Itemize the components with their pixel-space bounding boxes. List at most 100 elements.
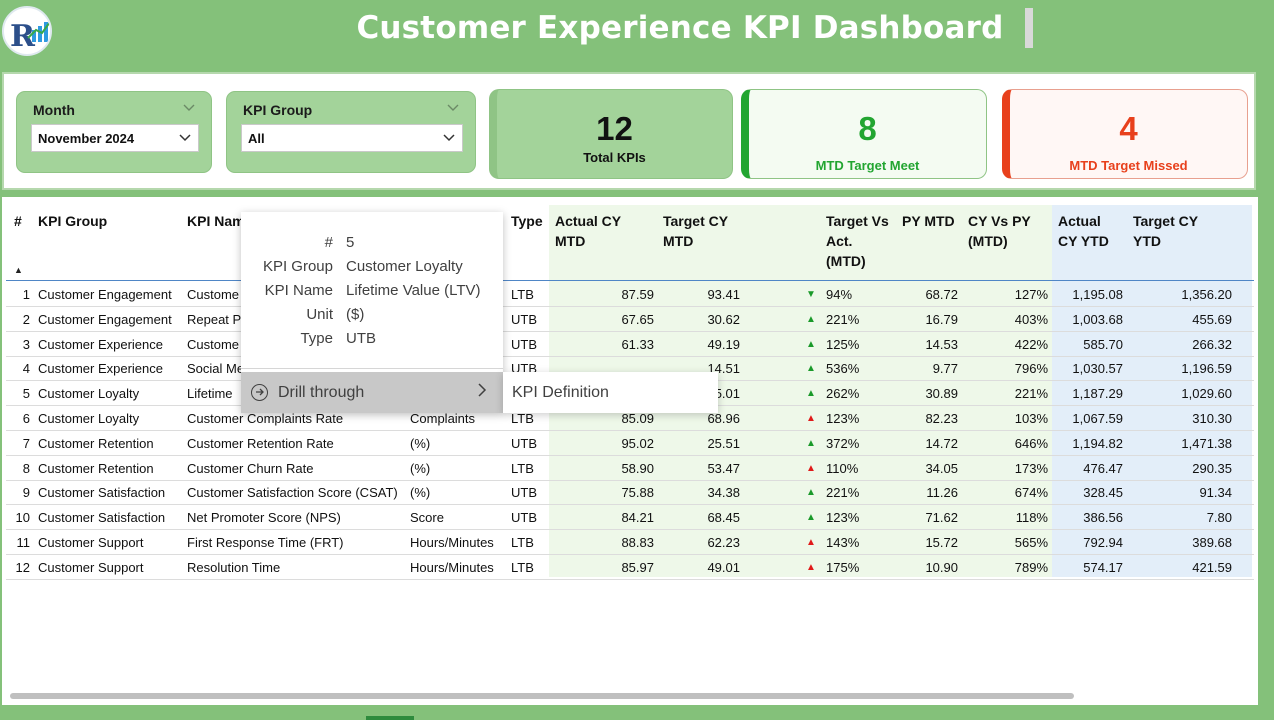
cell-name: Resolution Time [187, 559, 281, 575]
table-row[interactable]: 3 Customer Experience Custome UTB 61.33 49.19… [6, 332, 1254, 357]
cell-group: Customer Satisfaction [38, 510, 166, 526]
cell-type: UTB [511, 435, 537, 451]
mtd-target-meet-value: 8 [858, 110, 877, 147]
header-line: Target Vs [826, 213, 889, 229]
header-line: Actual CY [555, 213, 622, 229]
cell-type: UTB [511, 485, 537, 501]
cell-type: UTB [511, 510, 537, 526]
cell-n: 1 [22, 287, 30, 302]
cell-group: Customer Experience [38, 361, 163, 377]
column-header-cy-vs-py[interactable]: CY Vs PY (MTD) [968, 211, 1031, 251]
cell-target: 68.96 [707, 411, 740, 426]
month-slicer-label: Month [33, 102, 75, 118]
column-header-target-cy-ytd[interactable]: Target CY YTD [1133, 211, 1198, 251]
active-page-tab[interactable] [366, 716, 414, 720]
cell-py: 14.53 [925, 336, 958, 352]
header-line: YTD [1133, 233, 1161, 249]
column-header-target-vs-act[interactable]: Target Vs Act. (MTD) [826, 211, 889, 271]
mtd-target-missed-label: MTD Target Missed [1069, 158, 1188, 173]
cell-aytd: 476.47 [1083, 460, 1123, 476]
cell-target: 25.51 [707, 435, 740, 451]
column-header-kpi-name[interactable]: KPI Nam [187, 213, 245, 229]
cell-actual: 61.33 [621, 336, 654, 352]
header-line: (MTD) [826, 253, 866, 269]
column-header-actual-cy-mtd[interactable]: Actual CY MTD [555, 211, 621, 251]
table-row[interactable]: 10 Customer Satisfaction Net Promoter Scor… [6, 505, 1254, 531]
column-header-number[interactable]: # [14, 213, 22, 229]
table-row[interactable]: 2 Customer Engagement Repeat P UTB 67.65 30.6… [6, 307, 1254, 332]
cell-unit: Hours/Minutes [410, 535, 494, 550]
drill-through-menu-item[interactable]: Drill through [241, 372, 503, 413]
cell-py: 15.72 [925, 535, 958, 550]
cell-tytd: 1,029.60 [1181, 386, 1232, 402]
cell-group: Customer Satisfaction [38, 485, 166, 501]
cell-tva: 536% [826, 361, 860, 377]
cell-unit: Complaints [410, 411, 476, 426]
cell-group: Customer Support [38, 535, 144, 550]
cell-tytd: 310.30 [1192, 411, 1232, 426]
cell-type: UTB [511, 336, 537, 352]
cell-tytd: 1,196.59 [1181, 361, 1232, 377]
cell-aytd: 328.45 [1083, 485, 1123, 501]
tooltip-value: Customer Loyalty [346, 258, 463, 275]
chevron-down-icon[interactable] [447, 101, 459, 113]
column-header-actual-cy-ytd[interactable]: Actual CY YTD [1058, 211, 1109, 251]
cell-tytd: 1,356.20 [1181, 287, 1232, 302]
kpi-group-dropdown-value: All [248, 131, 265, 146]
table-row[interactable]: 11 Customer Support First Response Time (F… [6, 530, 1254, 555]
month-dropdown[interactable]: November 2024 [31, 124, 199, 152]
cell-name: Repeat P [187, 311, 242, 327]
cell-cypy: 403% [1014, 311, 1048, 327]
kpi-group-dropdown[interactable]: All [241, 124, 463, 152]
up-arrow-icon: ▲ [806, 512, 816, 524]
cell-tva: 221% [826, 485, 860, 501]
kpi-definition-menu-item[interactable]: KPI Definition [503, 372, 718, 413]
drill-through-label: Drill through [278, 384, 365, 401]
summary-panel: Month November 2024 KPI Group All 12 Tot… [2, 72, 1256, 190]
cell-n: 3 [22, 336, 30, 352]
cell-name: Customer Satisfaction Score (CSAT) [187, 485, 398, 501]
total-kpis-card: 12 Total KPIs [489, 89, 733, 179]
column-header-kpi-group[interactable]: KPI Group [38, 213, 108, 229]
cell-actual: 85.97 [621, 559, 654, 575]
table-row[interactable]: 8 Customer Retention Customer Churn Rate (… [6, 456, 1254, 481]
cell-target: 5.01 [714, 386, 740, 402]
cell-tva: 262% [826, 386, 860, 402]
header-line: (MTD) [968, 233, 1008, 249]
table-row[interactable]: 1 Customer Engagement Custome LTB 87.59 93.41… [6, 282, 1254, 307]
cell-tytd: 455.69 [1192, 311, 1232, 327]
table-row[interactable]: 12 Customer Support Resolution Time Hours/M… [6, 555, 1254, 580]
cell-unit: (%) [410, 485, 431, 501]
cell-cypy: 173% [1014, 460, 1048, 476]
cell-aytd: 1,067.59 [1072, 411, 1123, 426]
mtd-target-missed-value: 4 [1119, 110, 1138, 147]
cell-unit: Hours/Minutes [410, 559, 494, 575]
cell-tytd: 421.59 [1192, 559, 1232, 575]
table-row[interactable]: 7 Customer Retention Customer Retention Ra… [6, 431, 1254, 456]
cell-py: 9.77 [932, 361, 958, 377]
cell-cypy: 646% [1014, 435, 1048, 451]
table-row[interactable]: 6 Customer Loyalty Customer Complaints Rat… [6, 406, 1254, 431]
column-header-target-cy-mtd[interactable]: Target CY MTD [663, 211, 728, 251]
chevron-down-icon[interactable] [183, 101, 195, 113]
cell-tva: 143% [826, 535, 860, 550]
header-line: Actual [1058, 213, 1101, 229]
dropdown-arrow-icon [178, 128, 192, 150]
sort-ascending-icon[interactable]: ▲ [14, 265, 23, 275]
kpi-group-slicer-label: KPI Group [243, 102, 313, 118]
table-row[interactable]: 9 Customer Satisfaction Customer Satisfact… [6, 480, 1254, 506]
column-header-py-mtd[interactable]: PY MTD [902, 213, 955, 229]
cell-n: 8 [22, 460, 30, 476]
cell-type: LTB [511, 287, 534, 302]
kpi-definition-label: KPI Definition [512, 384, 609, 401]
page-tab-strip [0, 712, 1274, 720]
cell-tva: 125% [826, 336, 860, 352]
cell-tytd: 7.80 [1206, 510, 1232, 526]
column-header-type[interactable]: Type [511, 213, 543, 229]
header-line: Target CY [1133, 213, 1199, 229]
up-arrow-icon: ▲ [806, 462, 816, 474]
tooltip-key: Unit [306, 306, 333, 323]
header-line: Act. [826, 233, 853, 249]
horizontal-scrollbar[interactable] [10, 693, 1074, 699]
cell-tytd: 290.35 [1192, 460, 1232, 476]
